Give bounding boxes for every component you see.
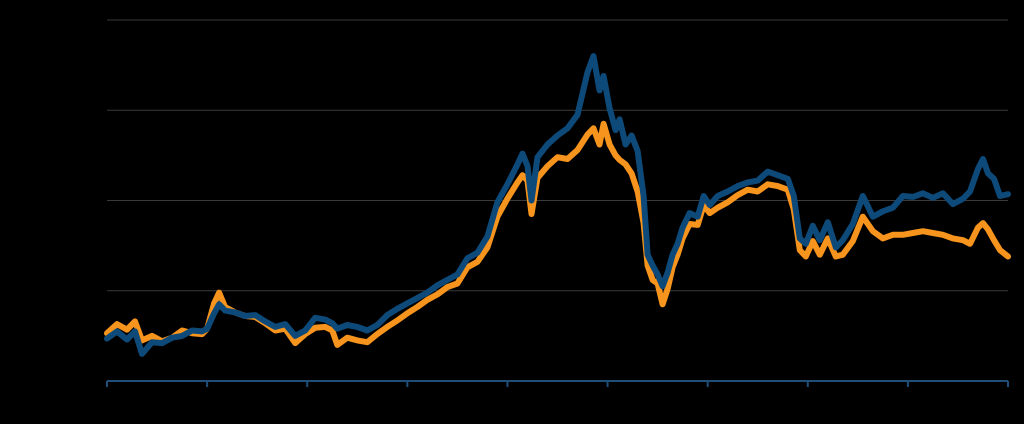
- gridlines: [107, 19, 1008, 292]
- series-line-2: [104, 53, 1011, 357]
- x-axis: [106, 380, 1009, 387]
- series-group: [104, 53, 1011, 357]
